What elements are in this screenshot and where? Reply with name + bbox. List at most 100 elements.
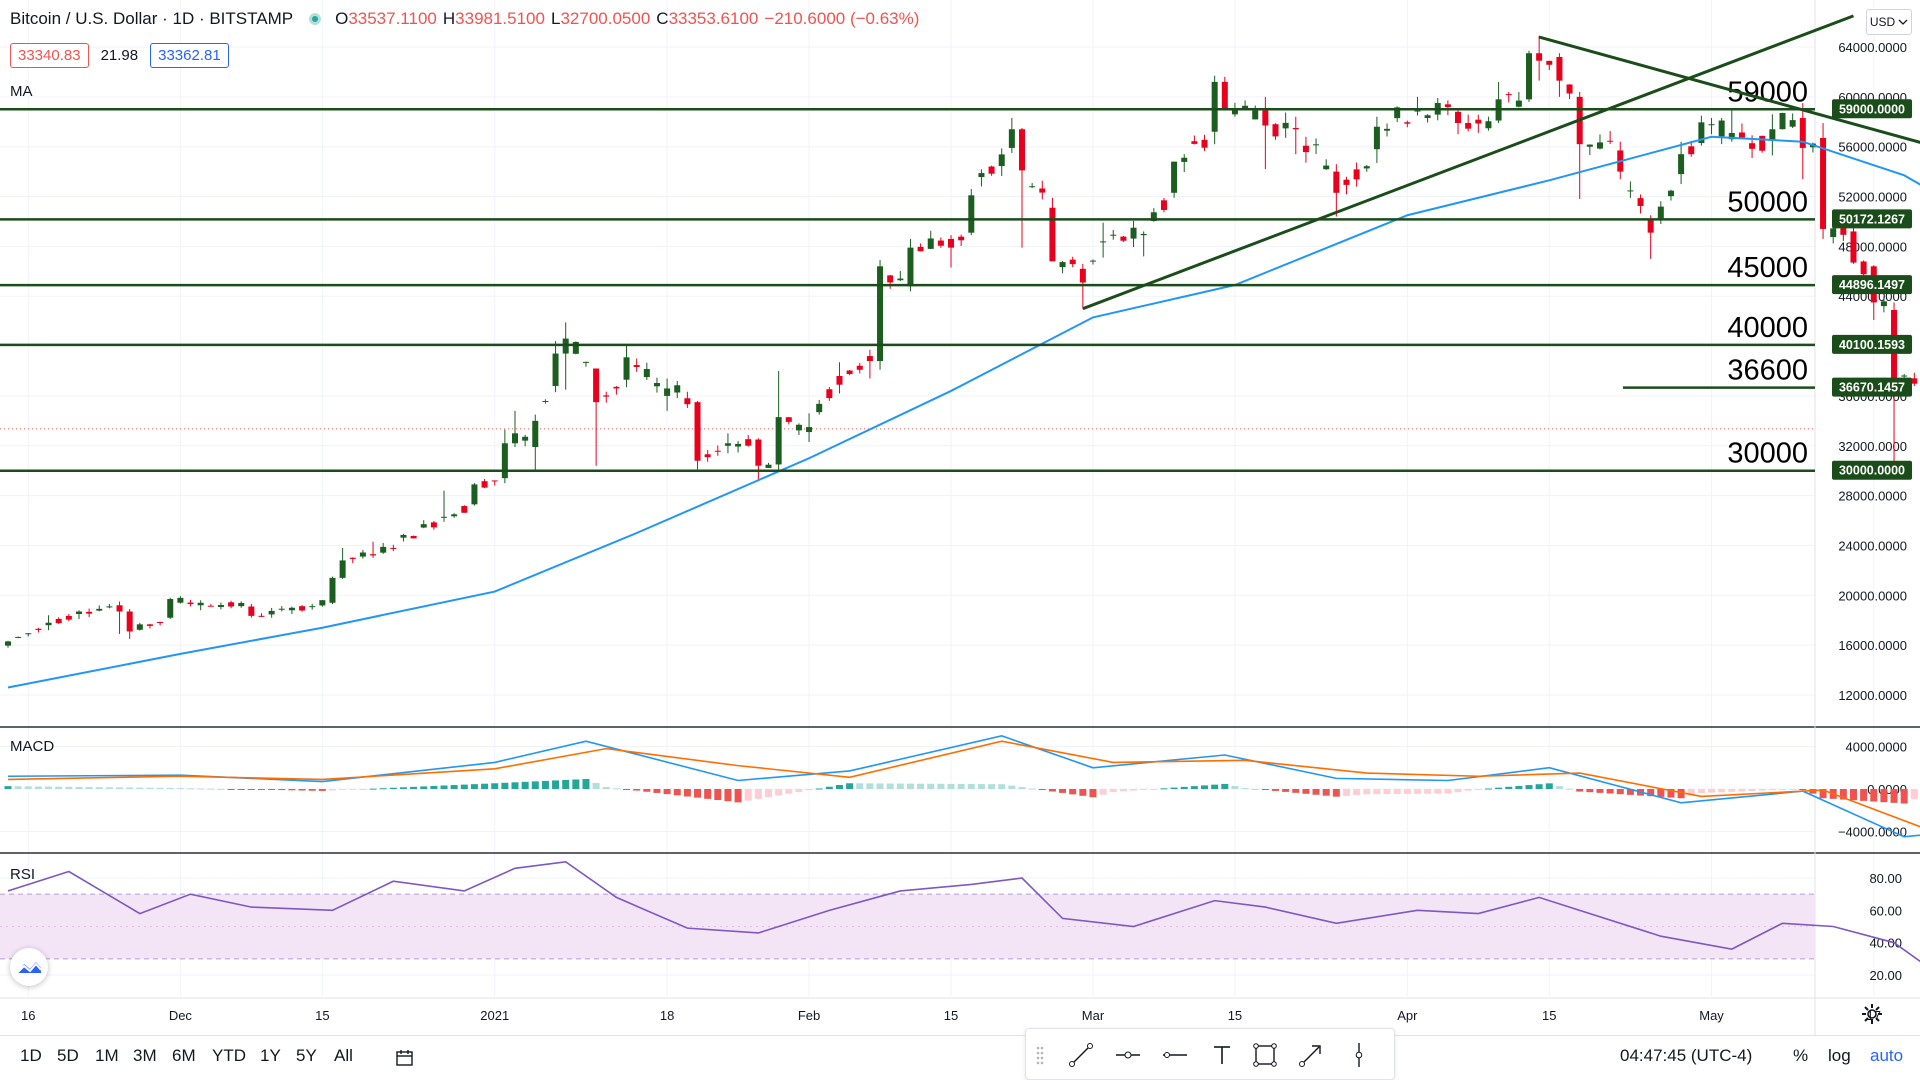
time-tick-label: 15	[1542, 1008, 1556, 1023]
candle-down	[1272, 124, 1279, 137]
macd-bar	[207, 788, 215, 790]
macd-line	[7, 735, 1920, 838]
candle-up	[238, 602, 245, 607]
currency-select[interactable]: USD	[1866, 9, 1912, 35]
macd-bar	[85, 787, 93, 789]
macd-bar	[126, 787, 134, 789]
candle-up	[1171, 161, 1178, 193]
spread-value: 21.98	[100, 47, 139, 64]
candle-down	[35, 628, 42, 630]
candle-up	[775, 417, 782, 465]
timeframe-1d-button[interactable]: 1D	[20, 1046, 42, 1065]
macd-bar	[602, 787, 610, 789]
trendline-2	[1538, 35, 1920, 144]
macd-bar	[511, 782, 519, 789]
percent-scale-button[interactable]: %	[1793, 1046, 1809, 1065]
auto-scale-button[interactable]: auto	[1870, 1046, 1904, 1065]
log-scale-button[interactable]: log	[1828, 1046, 1851, 1065]
horizontal-line-tool-icon[interactable]	[1160, 1040, 1190, 1070]
macd-bar	[1059, 789, 1067, 793]
settings-gear-icon[interactable]	[1860, 1002, 1884, 1026]
symbol-title[interactable]: Bitcoin / U.S. Dollar · 1D · BITSTAMP	[10, 9, 294, 28]
market-status-icon	[309, 13, 322, 25]
timeframe-5d-button[interactable]: 5D	[57, 1046, 79, 1065]
candle-up	[319, 600, 326, 606]
macd-bar	[1768, 789, 1776, 791]
date-range-calendar-icon[interactable]	[394, 1047, 416, 1069]
time-tick-label: Dec	[169, 1008, 193, 1023]
drag-handle-icon[interactable]	[1032, 1040, 1048, 1070]
trendline-1	[1082, 14, 1855, 311]
candle-down	[1566, 84, 1573, 94]
macd-bar	[1870, 789, 1878, 802]
candle-up	[1100, 241, 1107, 243]
timeframe-5y-button[interactable]: 5Y	[296, 1046, 317, 1065]
price-tick-label: 28000.0000	[1838, 489, 1907, 504]
candle-up	[1901, 375, 1908, 377]
macd-bar	[744, 789, 752, 801]
macd-signal-line	[7, 740, 1920, 828]
price-tick-label: 64000.0000	[1838, 40, 1907, 55]
macd-bar	[612, 788, 620, 790]
trend-line-tool-icon[interactable]	[1066, 1040, 1096, 1070]
candle-up	[177, 597, 184, 603]
candle-up	[623, 357, 630, 380]
macd-bar	[1819, 789, 1827, 799]
macd-bar	[1272, 789, 1279, 791]
candle-up	[522, 436, 529, 441]
candle-down	[846, 370, 853, 375]
vertical-line-tool-icon[interactable]	[1344, 1040, 1374, 1070]
macd-bar	[1322, 789, 1330, 796]
timeframe-1m-button[interactable]: 1M	[95, 1046, 119, 1065]
candle-up	[1394, 107, 1401, 119]
rsi-tick-label: 80.00	[1869, 871, 1902, 886]
macd-bar	[65, 786, 73, 789]
level-tag-40000: 40100.1593	[1839, 338, 1905, 352]
macd-bar	[653, 789, 661, 793]
candle-down	[1465, 123, 1472, 129]
candle-down	[157, 621, 164, 623]
text-tool-icon[interactable]	[1207, 1040, 1237, 1070]
candle-down	[1850, 231, 1857, 263]
rectangle-tool-icon[interactable]	[1250, 1040, 1280, 1070]
time-tick-label: 2021	[480, 1008, 509, 1023]
macd-bar	[1332, 789, 1340, 797]
price-tick-label: 56000.0000	[1838, 140, 1907, 155]
timeframe-1y-button[interactable]: 1Y	[260, 1046, 281, 1065]
rsi-indicator-label[interactable]: RSI	[10, 866, 36, 883]
candle-down	[1749, 143, 1756, 149]
candle-down	[633, 365, 640, 367]
macd-bar	[4, 786, 12, 789]
macd-bar	[1657, 789, 1665, 797]
timeframe-6m-button[interactable]: 6M	[172, 1046, 196, 1065]
timeframe-3m-button[interactable]: 3M	[133, 1046, 157, 1065]
macd-indicator-label[interactable]: MACD	[10, 738, 55, 755]
tradingview-logo-icon[interactable]	[10, 948, 48, 986]
candle-up	[1830, 228, 1837, 238]
open-value: 33537.1100	[348, 9, 437, 28]
candle-down	[258, 615, 265, 617]
macd-bar	[704, 789, 712, 799]
macd-bar	[1383, 789, 1391, 795]
macd-bar	[166, 787, 174, 789]
macd-bar	[1647, 789, 1655, 797]
macd-bar	[1038, 789, 1046, 791]
ma-indicator-label[interactable]: MA	[10, 83, 33, 100]
candles	[5, 35, 1918, 648]
time-tick-label: Apr	[1397, 1008, 1418, 1023]
horizontal-ray-tool-icon[interactable]	[1113, 1040, 1143, 1070]
candle-up	[451, 514, 458, 517]
timeframe-ytd-button[interactable]: YTD	[212, 1046, 246, 1065]
candle-up	[643, 368, 650, 378]
macd-bar	[1302, 789, 1310, 794]
arrow-tool-icon[interactable]	[1296, 1040, 1326, 1070]
buy-price-button[interactable]: 33362.81	[150, 43, 229, 68]
macd-bar	[197, 788, 205, 790]
level-tag-36600: 36670.1457	[1839, 381, 1905, 395]
macd-bar	[1231, 785, 1239, 789]
clock-timezone[interactable]: 04:47:45 (UTC-4)	[1620, 1046, 1753, 1065]
sell-price-button[interactable]: 33340.83	[10, 43, 89, 68]
timeframe-all-button[interactable]: All	[334, 1046, 353, 1065]
